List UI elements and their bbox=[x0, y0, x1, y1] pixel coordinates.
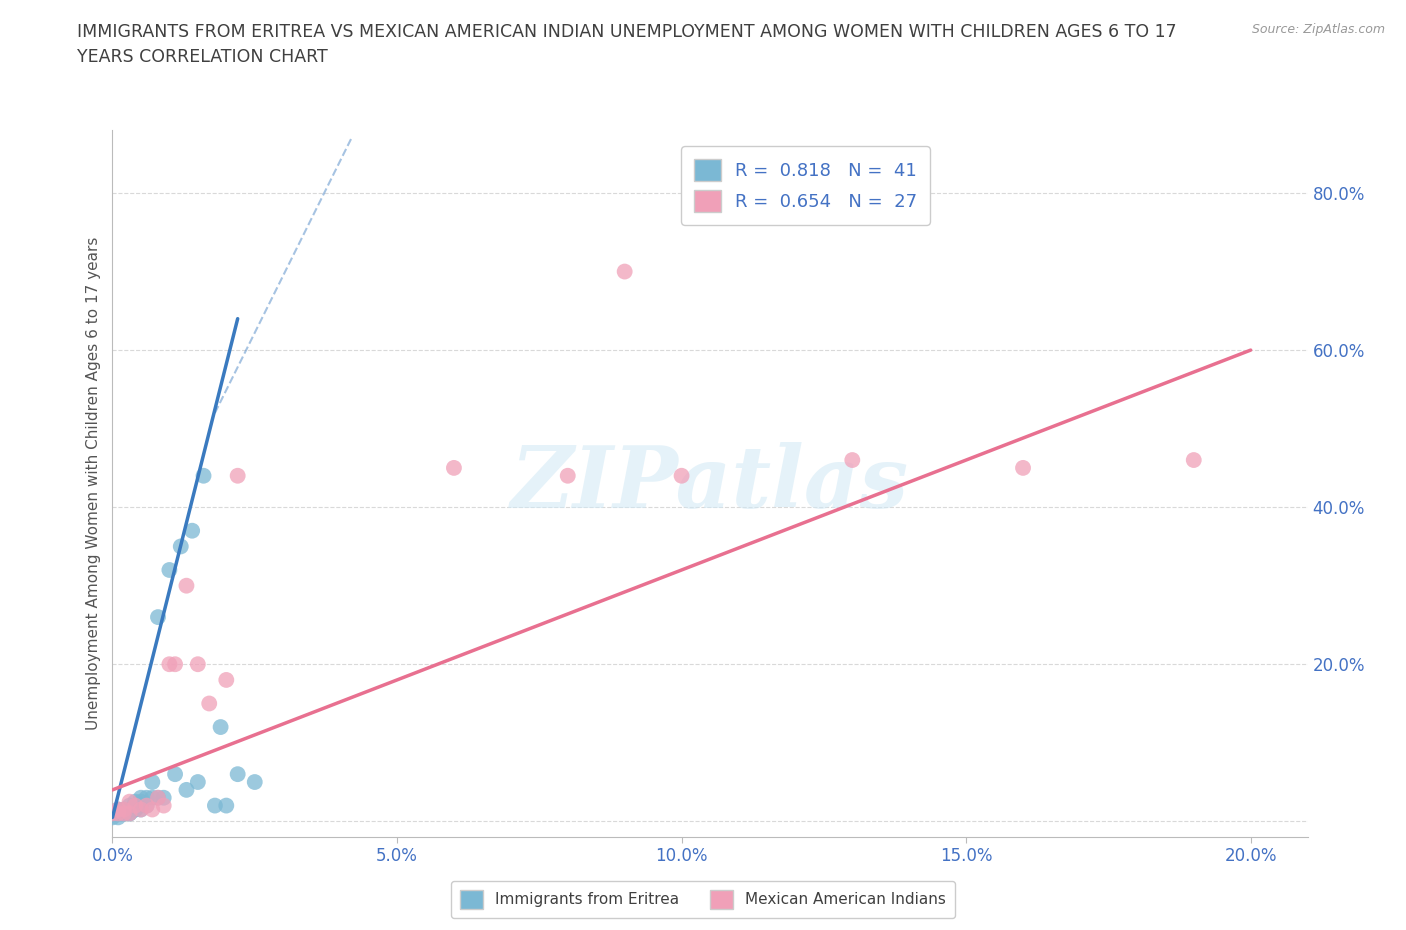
Point bbox=[198, 696, 221, 711]
Point bbox=[101, 806, 124, 821]
Point bbox=[146, 610, 169, 625]
Point bbox=[152, 798, 174, 813]
Point bbox=[124, 802, 146, 817]
Point bbox=[124, 798, 146, 813]
Point bbox=[112, 806, 135, 821]
Point bbox=[226, 469, 249, 484]
Point bbox=[187, 775, 209, 790]
Point bbox=[118, 806, 141, 821]
Point bbox=[107, 802, 129, 817]
Point bbox=[187, 657, 209, 671]
Point bbox=[101, 806, 124, 821]
Point bbox=[165, 657, 187, 671]
Point bbox=[112, 806, 135, 821]
Point bbox=[157, 657, 180, 671]
Point bbox=[112, 802, 135, 817]
Legend: R =  0.818   N =  41, R =  0.654   N =  27: R = 0.818 N = 41, R = 0.654 N = 27 bbox=[681, 146, 931, 225]
Point bbox=[215, 672, 238, 687]
Point bbox=[141, 802, 163, 817]
Point bbox=[101, 810, 124, 825]
Point bbox=[146, 790, 169, 805]
Point bbox=[157, 563, 180, 578]
Point bbox=[107, 806, 129, 821]
Point bbox=[112, 802, 135, 817]
Text: IMMIGRANTS FROM ERITREA VS MEXICAN AMERICAN INDIAN UNEMPLOYMENT AMONG WOMEN WITH: IMMIGRANTS FROM ERITREA VS MEXICAN AMERI… bbox=[77, 23, 1177, 66]
Point bbox=[146, 790, 169, 805]
Point bbox=[841, 453, 863, 468]
Point bbox=[135, 790, 157, 805]
Point bbox=[129, 794, 152, 809]
Point bbox=[176, 782, 198, 797]
Point bbox=[1012, 460, 1035, 475]
Point bbox=[176, 578, 198, 593]
Point bbox=[129, 798, 152, 813]
Point bbox=[557, 469, 579, 484]
Point bbox=[118, 802, 141, 817]
Point bbox=[135, 798, 157, 813]
Point bbox=[107, 806, 129, 821]
Point bbox=[165, 766, 187, 781]
Point bbox=[112, 806, 135, 821]
Point bbox=[181, 524, 204, 538]
Point bbox=[107, 806, 129, 821]
Point bbox=[443, 460, 465, 475]
Point bbox=[141, 775, 163, 790]
Point bbox=[118, 802, 141, 817]
Point bbox=[209, 720, 232, 735]
Point bbox=[152, 790, 174, 805]
Point bbox=[671, 469, 693, 484]
Point bbox=[215, 798, 238, 813]
Point bbox=[107, 802, 129, 817]
Point bbox=[170, 539, 193, 554]
Point bbox=[204, 798, 226, 813]
Point bbox=[135, 798, 157, 813]
Point bbox=[129, 802, 152, 817]
Point bbox=[124, 794, 146, 809]
Point bbox=[129, 802, 152, 817]
Point bbox=[118, 806, 141, 821]
Point bbox=[118, 794, 141, 809]
Y-axis label: Unemployment Among Women with Children Ages 6 to 17 years: Unemployment Among Women with Children A… bbox=[86, 237, 101, 730]
Point bbox=[613, 264, 636, 279]
Point bbox=[141, 790, 163, 805]
Point bbox=[118, 798, 141, 813]
Legend: Immigrants from Eritrea, Mexican American Indians: Immigrants from Eritrea, Mexican America… bbox=[451, 881, 955, 918]
Point bbox=[226, 766, 249, 781]
Point bbox=[1182, 453, 1205, 468]
Text: ZIPatlas: ZIPatlas bbox=[510, 442, 910, 525]
Point bbox=[107, 810, 129, 825]
Point bbox=[193, 469, 215, 484]
Point bbox=[118, 806, 141, 821]
Point bbox=[112, 806, 135, 821]
Point bbox=[124, 802, 146, 817]
Point bbox=[243, 775, 266, 790]
Point bbox=[129, 790, 152, 805]
Text: Source: ZipAtlas.com: Source: ZipAtlas.com bbox=[1251, 23, 1385, 36]
